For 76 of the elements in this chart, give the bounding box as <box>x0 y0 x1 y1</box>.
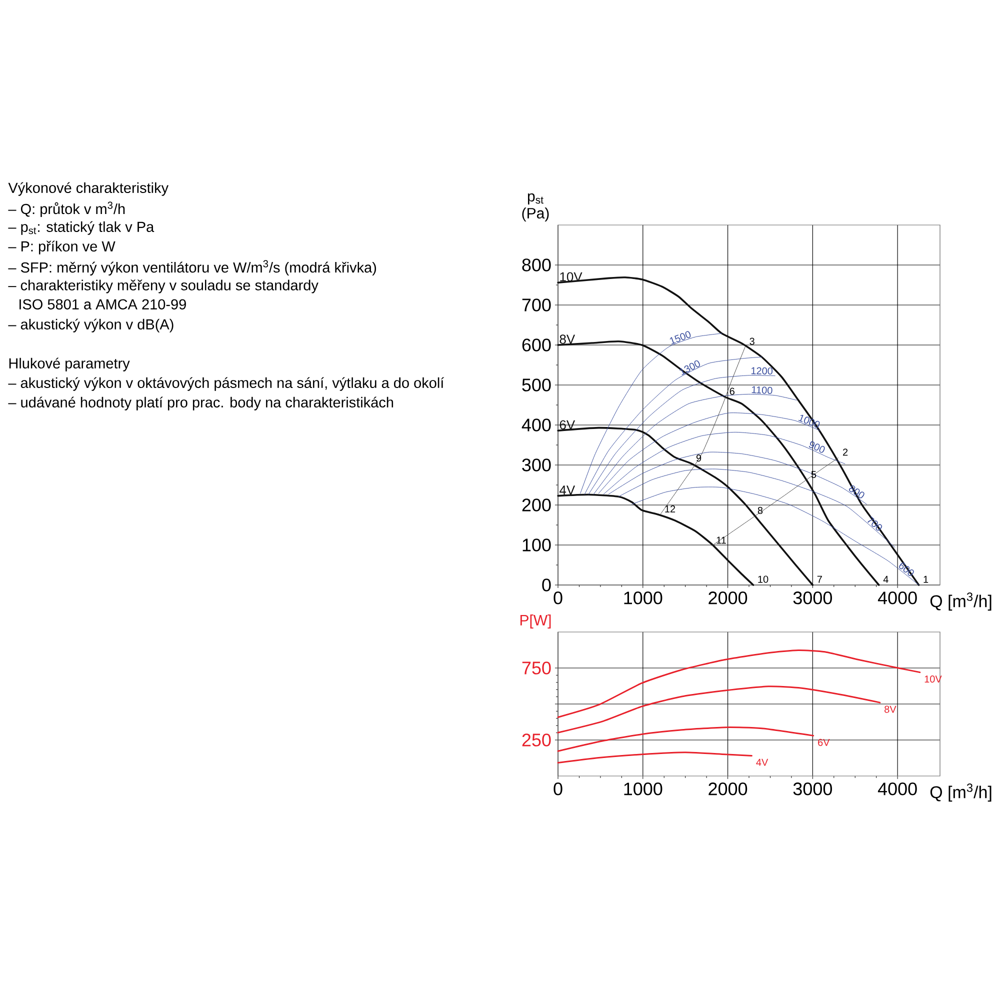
x-tick-label: 3000 <box>793 782 832 796</box>
y-tick-label: 200 <box>522 498 551 512</box>
x-tick-label: 4000 <box>878 592 917 604</box>
text: ISO 5801 a AMCA 210-99 <box>20 299 186 310</box>
line-series <box>557 726 814 752</box>
text: – charakteristiky měřeny v souladu se standardy <box>8 280 318 294</box>
y-tick-label: 300 <box>522 458 551 472</box>
text: 1300 <box>680 360 700 376</box>
text: 1000 <box>798 414 820 428</box>
text: 700 <box>867 516 882 531</box>
annotation: 4 <box>883 576 888 583</box>
line-series <box>618 468 896 548</box>
text: – SFP: měrný výkon ventilátoru ve W/m$^{3}$/s (modrá křivka) <box>8 260 376 276</box>
line-series <box>557 650 921 718</box>
x-axis-title: Q [m$^{3}$/h] <box>930 592 992 611</box>
x-tick-label: 2000 <box>708 782 748 796</box>
text: – akustický výkon v dB(A) <box>8 318 174 332</box>
annotation: 12 <box>665 505 676 512</box>
text: 600 <box>899 562 914 576</box>
text: 900 <box>809 441 825 453</box>
line-series <box>632 486 920 586</box>
text: Hlukové parametry <box>9 358 130 372</box>
x-tick-label: 4000 <box>878 782 917 796</box>
y-tick-label: 500 <box>522 378 551 392</box>
y-axis-title: P[W] <box>520 614 551 628</box>
x-tick-label: 1000 <box>624 782 662 796</box>
annotation: 8 <box>758 506 763 514</box>
series-label: 4V <box>756 758 768 766</box>
x-tick-label: 0 <box>554 592 562 604</box>
annotation: 6 <box>730 388 734 395</box>
line-series <box>580 333 722 494</box>
x-axis-title: Q [m$^{3}$/h] <box>930 784 992 802</box>
series-label: 1200 <box>751 367 773 375</box>
series-label: 6V <box>560 420 576 430</box>
x-tick-label: 1000 <box>624 592 662 604</box>
series-label: 1100 <box>752 386 772 394</box>
text: – P: příkon ve W <box>8 240 116 254</box>
annotation: 10 <box>758 576 768 583</box>
y-tick-label: 250 <box>522 734 551 746</box>
series-label: 10V <box>924 676 942 683</box>
y-tick-label: 100 <box>522 538 551 552</box>
series-label: 4V <box>560 486 576 495</box>
annotation: 3 <box>750 338 754 345</box>
text: 800 <box>848 485 864 498</box>
text: – Q: průtok v m$^{3}$/h <box>8 202 125 217</box>
line-series <box>593 394 797 494</box>
series-label: 6V <box>818 738 830 746</box>
annotation: 11 <box>716 536 726 544</box>
y-tick-label: 800 <box>522 258 551 272</box>
line-series <box>557 686 881 734</box>
y-tick-label: 750 <box>522 662 551 674</box>
text: – akustický výkon v oktávových pásmech na sání, výtlaku a do okolí <box>8 377 444 391</box>
y-tick-label: 400 <box>522 418 551 432</box>
line-series <box>557 752 752 764</box>
line-series <box>712 458 839 546</box>
y-tick-label: 600 <box>522 338 551 352</box>
line-series <box>603 432 846 494</box>
text: 1500 <box>670 331 691 344</box>
annotation: 2 <box>843 448 848 456</box>
y-tick-label: 0 <box>542 578 551 592</box>
annotation: 9 <box>696 454 702 462</box>
line-series <box>557 494 754 586</box>
text: – p$_{st}$: statický tlak v Pa <box>8 221 154 235</box>
annotation: 1 <box>924 576 928 583</box>
series-label: 8V <box>560 334 576 344</box>
line-series <box>660 346 746 515</box>
y-axis-title: p$_{st}$ (Pa) <box>522 193 549 222</box>
x-tick-label: 0 <box>554 782 562 796</box>
y-tick-label: 700 <box>522 298 551 312</box>
text: Výkonové charakteristiky <box>8 182 169 196</box>
x-tick-label: 3000 <box>793 592 832 604</box>
text: – udávané hodnoty platí pro prac. body na charakteristikách <box>8 396 394 410</box>
series-label: 8V <box>884 706 896 713</box>
x-tick-label: 2000 <box>708 592 748 604</box>
line-series <box>588 375 776 494</box>
annotation: 7 <box>817 576 822 583</box>
